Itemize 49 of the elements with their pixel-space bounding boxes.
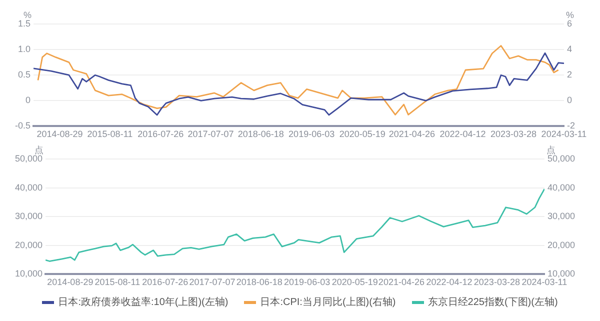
y-tick-label: 20,000 <box>14 240 43 250</box>
x-tick-label: 2021-04-26 <box>378 277 424 288</box>
x-tick-label: 2015-08-11 <box>87 129 133 140</box>
x-tick-label: 2024-03-11 <box>541 129 587 140</box>
x-tick-label: 2015-08-11 <box>94 277 140 288</box>
x-tick-label: 2023-03-28 <box>490 129 536 140</box>
x-tick-label: 2018-06-18 <box>238 129 284 140</box>
y2-axis-title: 点 <box>546 144 556 155</box>
y2-tick-label: 40,000 <box>547 182 576 192</box>
y2-tick-label: 10,000 <box>547 268 576 279</box>
x-tick-label: 2017-07-07 <box>189 277 236 288</box>
x-tick-label: 2022-04-12 <box>440 129 486 140</box>
y-tick-label: 50,000 <box>14 153 43 164</box>
x-tick-label: 2024-03-11 <box>522 277 568 288</box>
x-tick-label: 2022-04-12 <box>426 277 472 288</box>
y2-tick-label: -2 <box>567 120 576 131</box>
y-tick-label: 40,000 <box>14 182 43 192</box>
y-axis-title: 点 <box>34 144 44 155</box>
legend-label: 日本:CPI:当月同比(上图)(右轴) <box>260 296 396 309</box>
y-tick-label: -0.5 <box>14 120 31 131</box>
y-tick-label: 0 <box>25 95 31 106</box>
y-tick-label: 0.5 <box>18 70 31 80</box>
x-tick-label: 2017-07-07 <box>188 129 234 140</box>
x-tick-label: 2021-04-26 <box>388 129 435 140</box>
x-tick-label: 2016-07-26 <box>142 277 188 288</box>
y-tick-label: 10,000 <box>14 268 43 279</box>
y-tick-label: 1.5 <box>18 18 31 28</box>
x-tick-label: 2020-05-19 <box>332 277 378 288</box>
legend-label: 东京日经225指数(下图)(左轴) <box>428 296 558 309</box>
y2-tick-label: 0 <box>567 95 572 106</box>
x-tick-label: 2019-06-03 <box>288 129 335 140</box>
legend-label: 日本:政府债券收益率:10年(上图)(左轴) <box>58 296 228 309</box>
y2-tick-label: 20,000 <box>547 240 576 250</box>
x-tick-label: 2020-05-19 <box>339 129 386 140</box>
y2-tick-label: 50,000 <box>547 153 576 164</box>
y-tick-label: 1.0 <box>18 44 31 54</box>
x-tick-label: 2014-08-29 <box>36 129 83 140</box>
y-axis-title: % <box>23 10 32 20</box>
y-tick-label: 30,000 <box>14 211 43 222</box>
x-tick-label: 2016-07-26 <box>138 129 184 140</box>
x-tick-label: 2018-06-18 <box>236 277 282 288</box>
x-tick-label: 2019-06-03 <box>284 277 330 288</box>
x-tick-label: 2023-03-28 <box>474 277 520 288</box>
y2-axis-title: % <box>566 10 574 20</box>
y2-tick-label: 6 <box>567 18 572 28</box>
y2-tick-label: 4 <box>567 44 572 54</box>
y2-tick-label: 2 <box>567 70 572 80</box>
x-tick-label: 2014-08-29 <box>47 277 94 288</box>
y2-tick-label: 30,000 <box>547 211 576 222</box>
